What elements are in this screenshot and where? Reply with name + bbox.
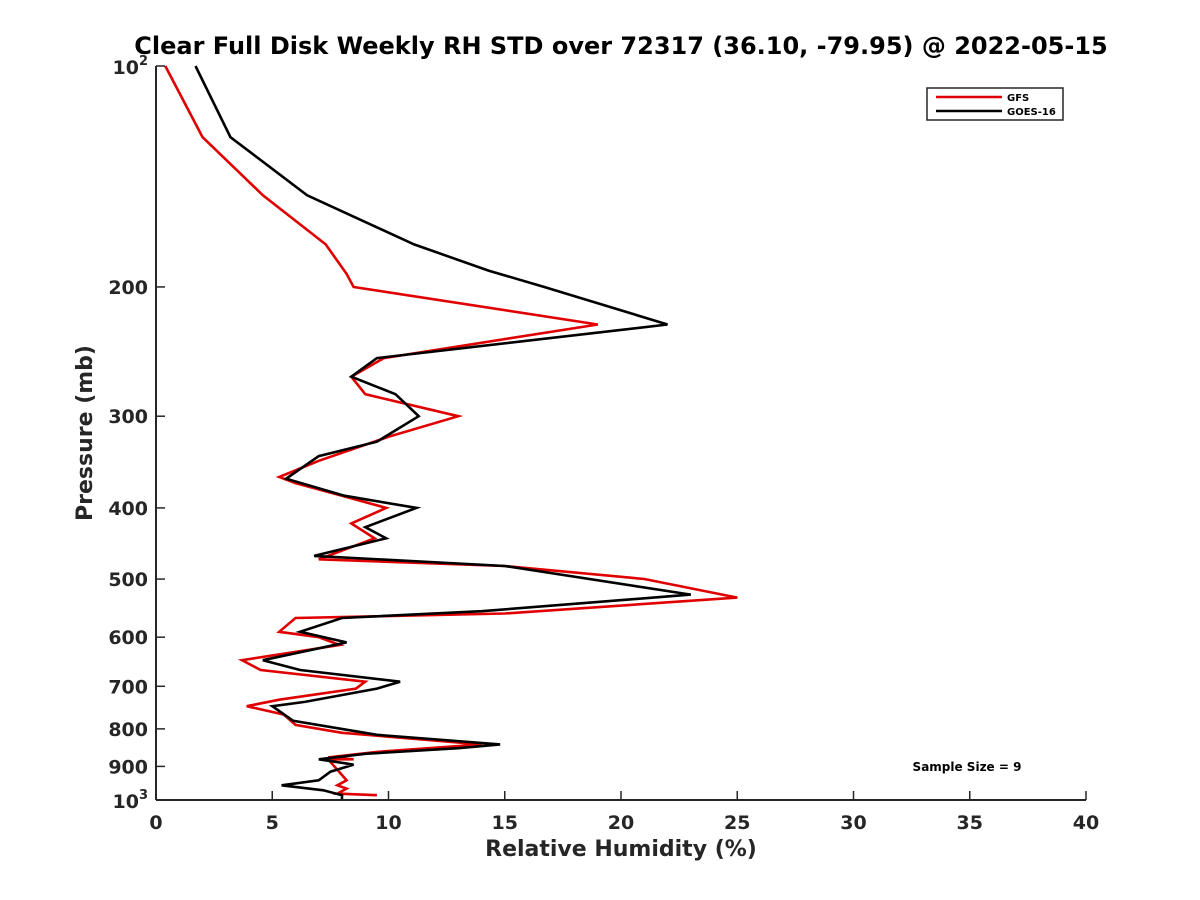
x-tick-label: 25	[724, 812, 750, 834]
y-tick-label: 900	[108, 756, 148, 778]
x-tick-label: 10	[375, 812, 401, 834]
x-tick-label: 35	[957, 812, 983, 834]
chart-title: Clear Full Disk Weekly RH STD over 72317…	[134, 32, 1107, 60]
ticks-layer: 0 5 10 15 20 25 30 35 40 200 300 400 500 600 700 800 900…	[108, 54, 1099, 834]
sample-size-annotation: Sample Size = 9	[913, 760, 1022, 774]
y-tick-label: 500	[108, 569, 148, 591]
x-axis-label: Relative Humidity (%)	[485, 837, 757, 862]
y-tick-label: 600	[108, 627, 148, 649]
x-tick-label: 40	[1073, 812, 1099, 834]
series-layer	[164, 65, 738, 800]
legend-label-goes16: GOES-16	[1007, 107, 1056, 118]
y-tick-label: 700	[108, 676, 148, 698]
y-tick-label: 200	[108, 277, 148, 299]
y-tick-label-exponent: 102	[113, 54, 149, 79]
x-tick-label: 15	[492, 812, 518, 834]
legend-label-gfs: GFS	[1007, 93, 1029, 104]
x-tick-label: 30	[840, 812, 866, 834]
series-line-goes16	[194, 65, 691, 800]
y-tick-label: 400	[108, 498, 148, 520]
y-tick-label: 800	[108, 719, 148, 741]
x-tick-label: 5	[266, 812, 279, 834]
y-tick-label-exponent: 103	[113, 788, 149, 813]
y-axis-label: Pressure (mb)	[73, 345, 98, 521]
y-tick-label: 300	[108, 406, 148, 428]
legend: GFS GOES-16	[926, 87, 1064, 121]
x-tick-label: 0	[149, 812, 162, 834]
x-tick-label: 20	[608, 812, 634, 834]
legend-box	[926, 87, 1064, 121]
